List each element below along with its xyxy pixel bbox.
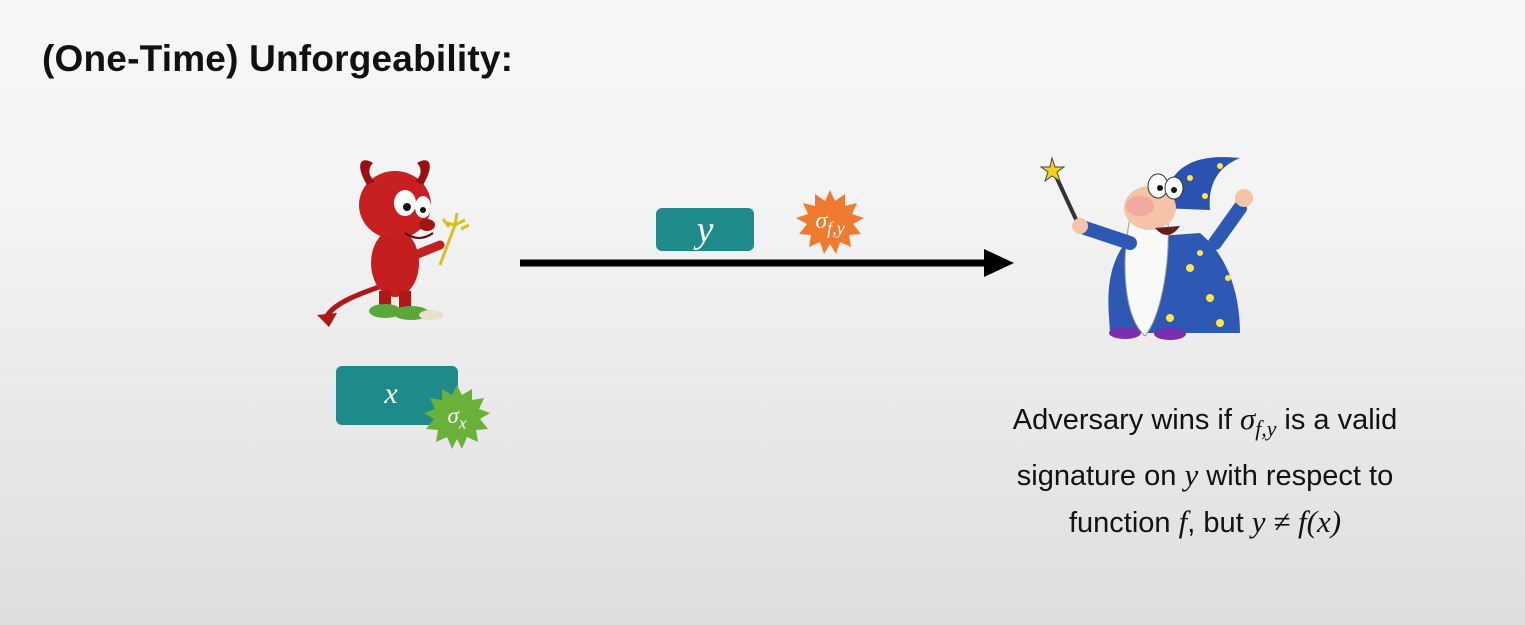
- message-y-box: y: [656, 208, 754, 251]
- slide-title: (One-Time) Unforgeability:: [42, 38, 514, 79]
- signature-seal-fy: σf,y: [795, 190, 865, 256]
- caption-text: Adversary wins if: [1012, 404, 1240, 436]
- caption-text: signature on: [1016, 460, 1185, 493]
- caption-math-subscript: f,y: [1255, 417, 1277, 442]
- sigma-symbol: σ: [447, 402, 459, 428]
- caption-line-1: Adversary wins if σf,y is a valid: [960, 396, 1450, 452]
- caption-text: is a valid: [1276, 404, 1398, 436]
- caption-line-2: signature on y with respect to: [960, 452, 1450, 499]
- devil-icon: [315, 155, 475, 330]
- caption-text: with respect to: [1198, 460, 1394, 493]
- sigma-subscript: f,y: [827, 217, 845, 238]
- wizard-icon: [1039, 148, 1265, 340]
- caption-math-sigma: σf,y: [1239, 401, 1276, 441]
- arrow-right-icon: [520, 249, 1014, 277]
- caption-line-3: function f, but y ≠ f(x): [960, 499, 1450, 546]
- win-condition-caption: Adversary wins if σf,y is a valid signat…: [960, 396, 1450, 546]
- signature-seal-x: σx: [424, 385, 490, 451]
- caption-text: , but: [1187, 507, 1252, 540]
- caption-math-f: f: [1178, 504, 1188, 540]
- caption-text: function: [1068, 507, 1179, 540]
- caption-math-inequality: y ≠ f(x): [1251, 504, 1342, 540]
- sigma-subscript: x: [458, 413, 467, 433]
- sigma-symbol: σ: [815, 207, 828, 234]
- caption-math-symbol: σ: [1239, 401, 1256, 436]
- message-x-label: x: [384, 376, 398, 410]
- caption-math-y: y: [1184, 457, 1199, 493]
- message-y-label: y: [696, 208, 714, 251]
